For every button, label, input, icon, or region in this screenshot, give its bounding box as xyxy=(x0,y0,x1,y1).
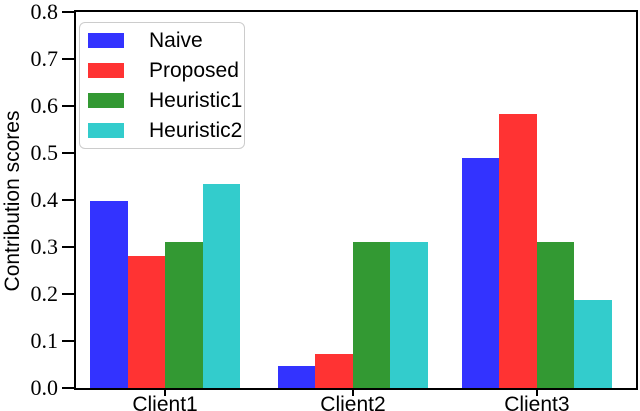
y-tick xyxy=(62,105,74,107)
bar-heuristic2-client3 xyxy=(574,300,612,388)
y-tick xyxy=(62,11,74,13)
bar-heuristic1-client1 xyxy=(165,242,203,388)
x-tick xyxy=(164,390,167,396)
legend-label: Heuristic1 xyxy=(149,88,243,112)
x-tick-label-client3: Client3 xyxy=(504,393,570,411)
y-tick-label: 0.6 xyxy=(30,93,59,118)
x-tick xyxy=(535,390,538,396)
x-tick-label-client2: Client2 xyxy=(320,393,386,411)
y-tick xyxy=(62,387,74,389)
legend-swatch-heuristic2 xyxy=(88,122,124,138)
y-tick-label: 0.5 xyxy=(30,140,59,165)
bar-naive-client2 xyxy=(277,365,316,388)
y-tick-label: 0.3 xyxy=(30,234,59,259)
y-tick xyxy=(62,246,74,248)
legend-item-naive: Naive xyxy=(88,29,234,52)
bar-heuristic2-client2 xyxy=(390,242,428,388)
bar-naive-client1 xyxy=(90,200,128,388)
y-tick xyxy=(62,199,74,201)
y-tick-label: 0.0 xyxy=(30,375,59,400)
legend-label: Proposed xyxy=(149,58,239,82)
x-tick-label-client1: Client1 xyxy=(132,393,198,411)
y-tick-label: 0.8 xyxy=(30,0,59,24)
legend: Naive Proposed Heuristic1 Heuristic2 xyxy=(79,22,245,149)
y-axis-label: Contribution scores xyxy=(1,110,24,292)
y-tick xyxy=(62,58,74,60)
bar-heuristic1-client3 xyxy=(536,242,575,388)
legend-item-heuristic2: Heuristic2 xyxy=(88,119,242,142)
bar-proposed-client3 xyxy=(499,114,537,388)
legend-label: Heuristic2 xyxy=(149,118,243,142)
bar-heuristic2-client1 xyxy=(202,183,241,388)
y-tick xyxy=(62,152,74,154)
bar-naive-client3 xyxy=(461,157,500,388)
legend-swatch-heuristic1 xyxy=(88,92,124,108)
legend-swatch-proposed xyxy=(88,63,124,79)
y-tick-label: 0.4 xyxy=(30,187,59,212)
legend-item-proposed: Proposed xyxy=(88,59,239,82)
y-tick xyxy=(62,293,74,295)
x-tick xyxy=(351,390,354,396)
plot-area: 0.0 0.1 0.2 0.3 0.4 0.5 0.6 0.7 0.8 Client1 Clien… xyxy=(31,1,638,411)
legend-swatch-naive xyxy=(88,33,124,49)
bar-proposed-client1 xyxy=(127,255,166,388)
legend-label: Naive xyxy=(149,29,203,52)
bar-heuristic1-client2 xyxy=(352,242,391,388)
legend-item-heuristic1: Heuristic1 xyxy=(88,89,242,112)
bar-proposed-client2 xyxy=(315,354,353,388)
y-tick-label: 0.7 xyxy=(30,46,59,71)
y-tick xyxy=(62,340,74,342)
y-tick-label: 0.2 xyxy=(30,281,59,306)
y-tick-label: 0.1 xyxy=(30,328,59,353)
